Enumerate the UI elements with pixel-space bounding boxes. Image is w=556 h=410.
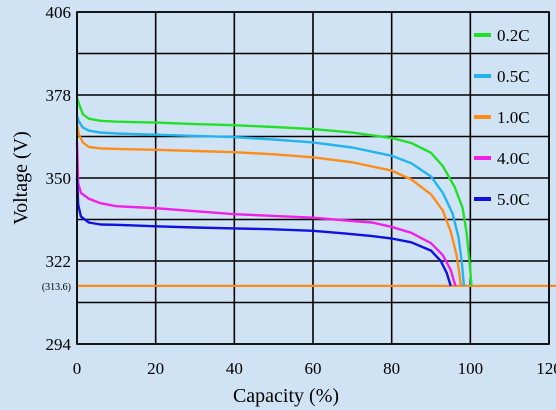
x-tick-label: 40 <box>226 359 243 378</box>
legend-label-1: 0.5C <box>497 67 530 86</box>
x-tick-label: 80 <box>383 359 400 378</box>
x-tick-label: 0 <box>73 359 82 378</box>
legend-label-2: 1.0C <box>497 108 530 127</box>
series-line-4 <box>75 177 452 287</box>
x-tick-label: 60 <box>305 359 322 378</box>
y-axis-label: Voltage (V) <box>10 131 32 225</box>
y-tick-label: 294 <box>46 335 72 354</box>
series-line-0 <box>75 97 473 286</box>
legend-label-3: 4.0C <box>497 149 530 168</box>
x-tick-labels: 0 20 40 60 80 100 120 <box>73 359 556 378</box>
y-tick-label: 322 <box>46 252 72 271</box>
series-line-2 <box>75 124 463 287</box>
x-tick-label: 100 <box>458 359 484 378</box>
y-tick-label: 378 <box>46 86 72 105</box>
x-tick-label: 120 <box>536 359 556 378</box>
legend: 0.2C 0.5C 1.0C 4.0C 5.0C <box>474 26 530 209</box>
series-line-3 <box>75 142 457 287</box>
y-tick-label: 406 <box>46 3 72 22</box>
x-axis-label: Capacity (%) <box>233 385 339 407</box>
plot-border <box>76 11 550 345</box>
x-tick-label: 20 <box>147 359 164 378</box>
cutoff-label: (313.6) <box>42 282 71 293</box>
series-line-1 <box>75 115 466 287</box>
legend-label-4: 5.0C <box>497 190 530 209</box>
y-tick-label: 350 <box>46 169 72 188</box>
legend-label-0: 0.2C <box>497 26 530 45</box>
series-layer <box>75 97 473 287</box>
y-tick-labels: 294 322 350 378 406 <box>46 3 72 354</box>
